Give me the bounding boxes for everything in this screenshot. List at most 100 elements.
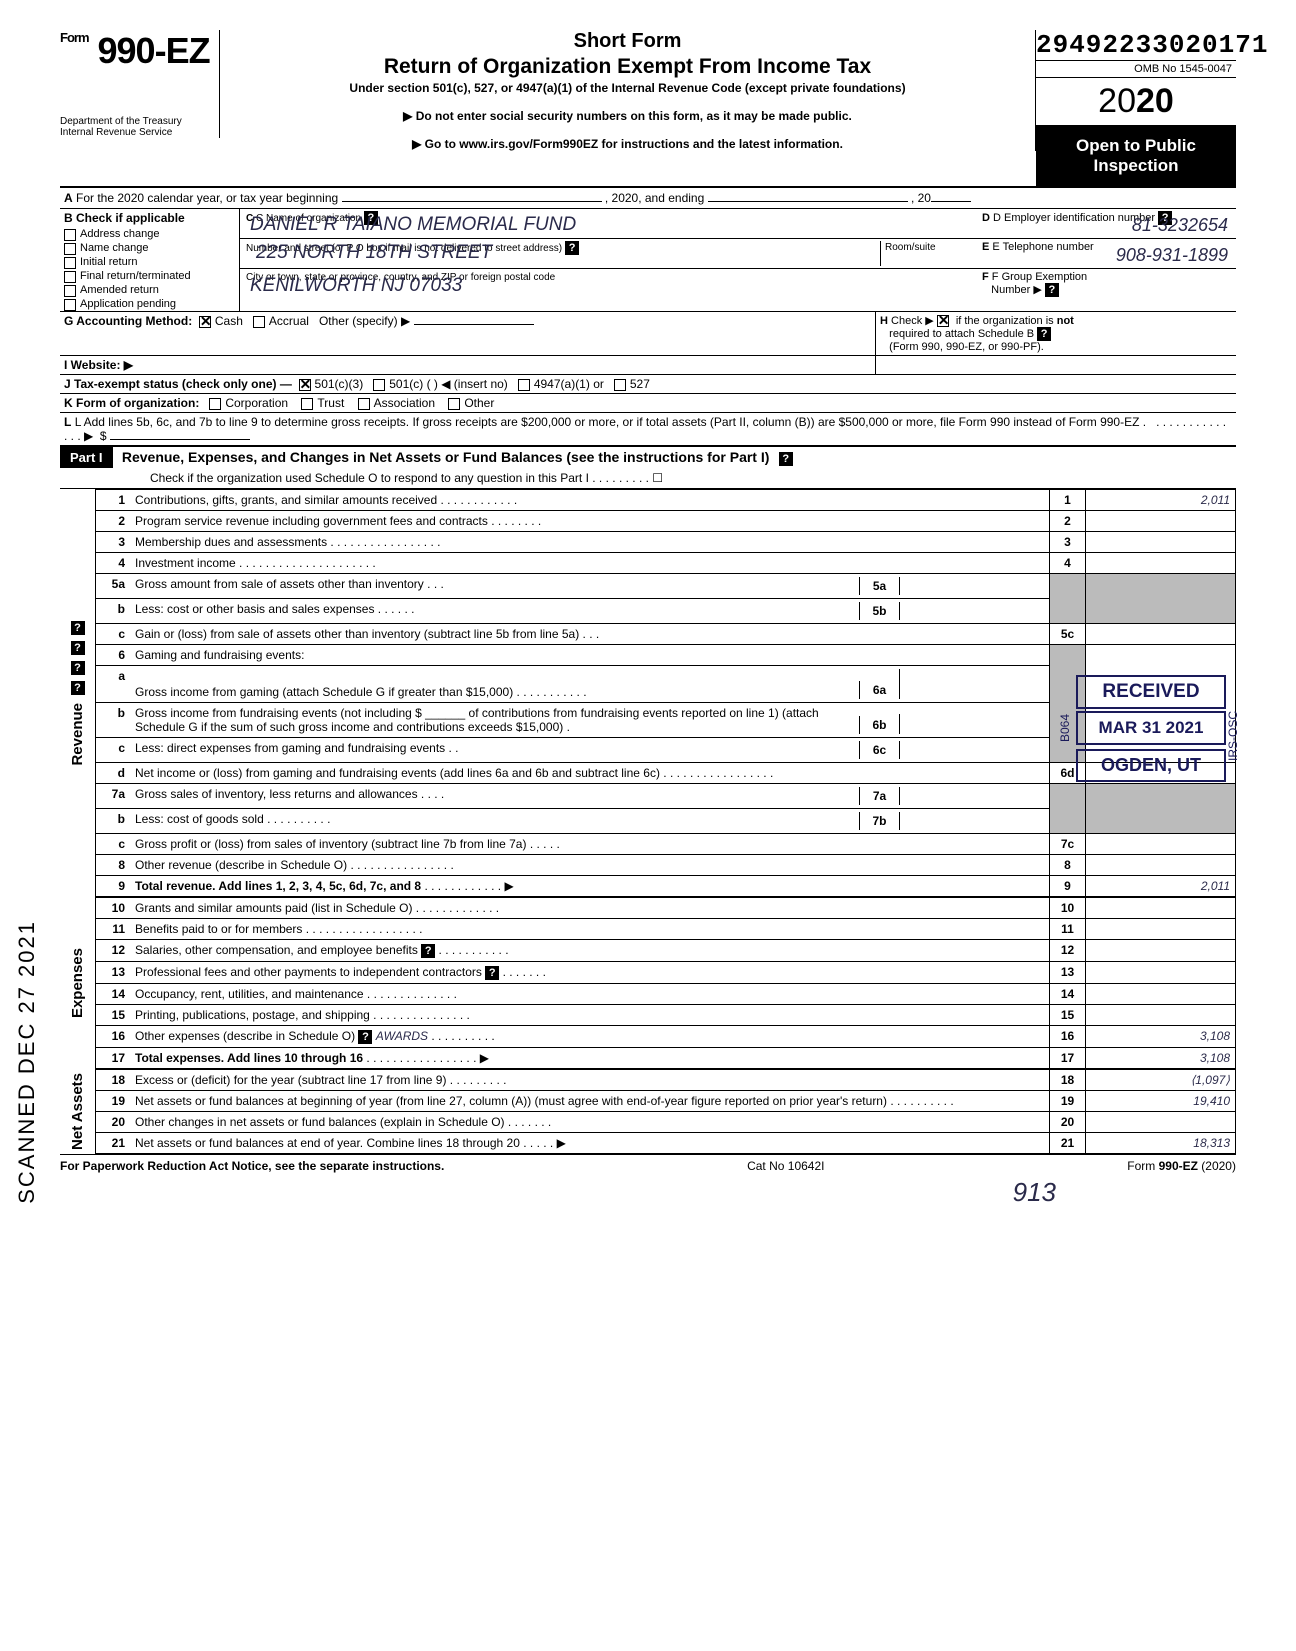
street-value: 225 NORTH 18TH STREET [256,242,492,264]
help-icon[interactable]: ? [421,944,435,958]
line-h: H Check ▶ if the organization is not req… [876,312,1236,355]
cb-527[interactable] [614,379,626,391]
line-i: I Website: ▶ [60,355,1236,374]
help-icon[interactable]: ? [71,681,85,695]
help-icon[interactable]: ? [358,1030,372,1044]
tax-year: 20202020 [1036,78,1236,126]
ein-label: D Employer identification number [993,212,1155,224]
section-b: B Check if applicable Address change Nam… [60,209,240,311]
line-19-value: 19,410 [1193,1094,1230,1108]
form-prefix: Form [60,30,89,45]
line-16-value: 3,108 [1200,1029,1230,1043]
table-row: 14Occupancy, rent, utilities, and mainte… [96,983,1236,1004]
table-row: 11Benefits paid to or for members . . . … [96,919,1236,940]
group-exemption-number-label: Number ▶ [991,284,1042,296]
page-footer: For Paperwork Reduction Act Notice, see … [60,1154,1236,1177]
form-header: Form 990-EZ Department of the Treasury I… [60,30,1236,186]
phone-row: E E Telephone number 908-931-1899 [976,239,1236,269]
stamp-side-code: B064 [1058,714,1072,742]
cb-4947a1[interactable] [518,379,530,391]
help-icon[interactable]: ? [565,241,579,255]
help-icon[interactable]: ? [71,641,85,655]
note-url: ▶ Go to www.irs.gov/Form990EZ for instru… [228,137,1027,151]
form-of-org-label: K Form of organization: [64,396,199,410]
cb-address-change[interactable]: Address change [60,227,239,241]
help-icon[interactable]: ? [1037,327,1051,341]
subtitle: Under section 501(c), 527, or 4947(a)(1)… [228,81,1027,95]
net-assets-vertical-label: Net Assets [69,1073,86,1150]
org-name-row: C C Name of organization ? DANIEL R TAIA… [240,209,976,239]
part-1-label: Part I [60,447,113,468]
cb-accrual[interactable] [253,316,265,328]
cb-cash[interactable] [199,316,211,328]
form-number-block: Form 990-EZ Department of the Treasury I… [60,30,220,138]
cb-association[interactable] [358,398,370,410]
revenue-label-col: ? ? ? ? Revenue [60,489,96,897]
line-17-value: 3,108 [1200,1051,1230,1065]
table-row: 2Program service revenue including gover… [96,511,1236,532]
net-assets-table: 18Excess or (deficit) for the year (subt… [96,1069,1236,1154]
tax-exempt-label: J Tax-exempt status (check only one) — [64,377,292,391]
help-icon[interactable]: ? [485,966,499,980]
cb-corporation[interactable] [209,398,221,410]
table-row: 4Investment income . . . . . . . . . . .… [96,553,1236,574]
document-locator-number: 29492233020171 [1036,30,1236,60]
table-row: 17Total expenses. Add lines 10 through 1… [96,1047,1236,1068]
cb-501c[interactable] [373,379,385,391]
cb-name-change[interactable]: Name change [60,241,239,255]
footer-form-ref: Form 990-EZ (2020) [1127,1159,1236,1173]
scanned-stamp: SCANNED DEC 27 2021 [14,920,40,1204]
help-icon[interactable]: ? [779,452,793,466]
website-label: I Website: ▶ [64,358,133,372]
line-1-value: 2,011 [1201,493,1230,507]
cb-other[interactable] [448,398,460,410]
short-form-title: Short Form [228,30,1027,53]
cb-application-pending[interactable]: Application pending [60,297,239,311]
street-row: Number and street (or P O box if mail is… [240,239,976,269]
net-assets-section: Net Assets 18Excess or (deficit) for the… [60,1069,1236,1154]
part-1-header: Part I Revenue, Expenses, and Changes in… [60,447,1236,468]
line-k: K Form of organization: Corporation Trus… [60,393,1236,412]
form-number-value: 990-EZ [98,30,210,71]
department: Department of the Treasury Internal Reve… [60,116,213,138]
note-ssn: ▶ Do not enter social security numbers o… [228,109,1027,123]
city-row: City or town, state or province, country… [240,269,976,299]
city-value: KENILWORTH NJ 07033 [250,275,462,297]
table-row: dNet income or (loss) from gaming and fu… [96,763,1236,784]
table-row: 1Contributions, gifts, grants, and simil… [96,490,1236,511]
table-row: 8Other revenue (describe in Schedule O) … [96,855,1236,876]
cb-501c3[interactable] [299,379,311,391]
cb-schedule-b-not-required[interactable] [937,315,949,327]
line-g-h: G Accounting Method: Cash Accrual Other … [60,311,1236,355]
part-1-title: Revenue, Expenses, and Changes in Net As… [116,446,776,468]
cb-final-return[interactable]: Final return/terminated [60,269,239,283]
expenses-table: 10Grants and similar amounts paid (list … [96,897,1236,1068]
footer-cat-no: Cat No 10642I [747,1159,824,1173]
group-exemption-row: F F Group Exemption Number ▶ ? [976,269,1236,299]
help-icon[interactable]: ? [71,621,85,635]
preparer-initials: 913 [1013,1177,1056,1207]
cb-trust[interactable] [301,398,313,410]
net-assets-label-col: Net Assets [60,1069,96,1154]
table-row: 21Net assets or fund balances at end of … [96,1132,1236,1153]
cb-amended-return[interactable]: Amended return [60,283,239,297]
expenses-label-col: Expenses [60,897,96,1068]
table-row: 10Grants and similar amounts paid (list … [96,898,1236,919]
section-c: C C Name of organization ? DANIEL R TAIA… [240,209,976,311]
part-1-check: Check if the organization used Schedule … [60,468,1236,488]
cb-initial-return[interactable]: Initial return [60,255,239,269]
help-icon[interactable]: ? [71,661,85,675]
table-row: 5aGross amount from sale of assets other… [96,574,1236,599]
line-21-value: 18,313 [1193,1136,1230,1150]
help-icon[interactable]: ? [1045,283,1059,297]
phone-label: E Telephone number [992,241,1093,253]
room-label: Room/suite [885,242,936,253]
table-row: 15Printing, publications, postage, and s… [96,1004,1236,1025]
table-row: 7aGross sales of inventory, less returns… [96,784,1236,809]
line-j: J Tax-exempt status (check only one) — 5… [60,374,1236,393]
table-row: 9Total revenue. Add lines 1, 2, 3, 4, 5c… [96,876,1236,897]
revenue-section: ? ? ? ? Revenue RECEIVED MAR 31 2021 OGD… [60,489,1236,897]
entity-info-block: B Check if applicable Address change Nam… [60,208,1236,311]
line-l-text: L Add lines 5b, 6c, and 7b to line 9 to … [75,415,1146,429]
phone-value: 908-931-1899 [1116,245,1228,266]
